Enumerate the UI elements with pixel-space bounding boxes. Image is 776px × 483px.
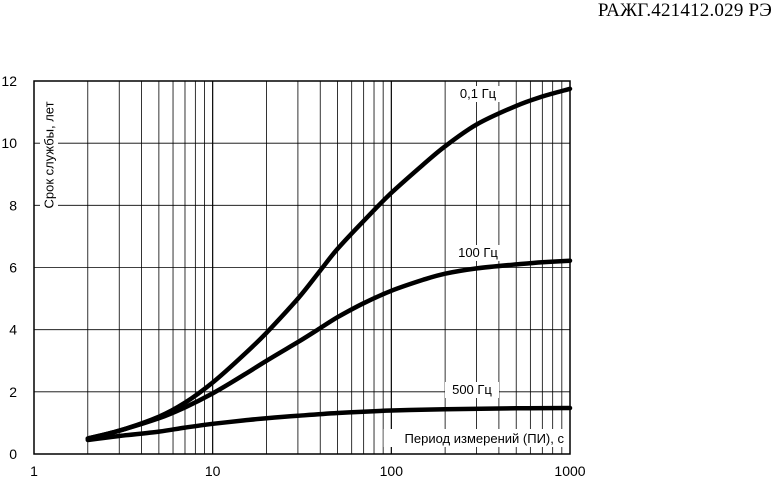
y-tick-label: 8 [9,197,17,213]
series-line [85,86,573,441]
x-tick-label: 1 [30,463,38,479]
tick-labels: 1 10 100 1000 0 2 4 6 8 10 12 [1,73,585,479]
document-code: РАЖГ.421412.029 РЭ [597,0,772,21]
x-axis-label: Период измерений (ПИ), с [405,431,565,446]
series-label-bg [451,86,505,102]
y-tick-label: 10 [1,135,17,151]
series-layer [85,86,573,443]
y-tick-label: 4 [9,322,17,338]
y-tick-label: 2 [9,384,17,400]
series-line [85,405,573,443]
y-tick-label: 12 [1,73,17,89]
series-label-bg [445,382,499,398]
y-tick-label: 6 [9,260,17,276]
series-label: 500 Гц [452,382,492,397]
x-tick-label: 100 [380,463,404,479]
x-tick-label: 10 [205,463,221,479]
labels: 0,1 Гц 100 Гц 500 Гц Период измерений (ПИ),… [40,86,567,447]
series-label: 100 Гц [458,245,498,260]
series-label: 0,1 Гц [460,86,497,101]
series-line [85,258,573,441]
x-axis-label-bg [383,429,567,447]
y-axis-label: Срок службы, лет [42,101,57,208]
y-axis-label-bg [40,92,58,218]
y-tick-label: 0 [9,446,17,462]
x-tick-label: 1000 [554,463,585,479]
plot-frame [33,80,571,455]
series-label-bg [451,245,505,261]
